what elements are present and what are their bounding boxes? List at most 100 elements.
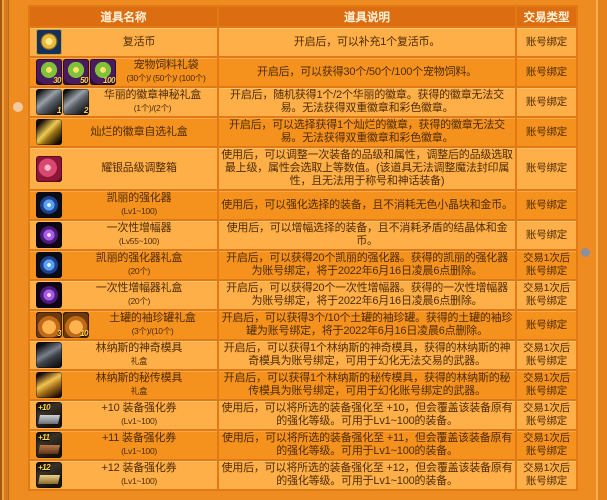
item-name: 复活币 — [122, 35, 156, 48]
table-row: 灿烂的徽章自选礼盒 开启后，可以选择获得1个灿烂的徽章，获得的徽章无法交易。无法… — [28, 116, 578, 148]
item-name-cell: 凯丽的强化器 (Lv1~100) — [28, 189, 219, 221]
plus10-ticket-icon: +10 — [36, 402, 62, 428]
item-description: 开启后，可以获得1个林纳斯的神奇模具，获得的林纳斯的神奇模具为账号绑定，可用于幻… — [217, 339, 517, 371]
column-header-trade-type: 交易类型 — [515, 5, 578, 28]
column-header-item-description: 道具说明 — [217, 5, 517, 28]
item-name: +10 装备强化券 — [101, 402, 177, 414]
item-icon-group: +11 — [36, 432, 62, 458]
item-name-quantity: (1个)/(2个) — [133, 103, 172, 113]
item-name-quantity: (Lv1~100) — [121, 446, 157, 456]
kaili-reinforcer-icon — [36, 192, 62, 218]
table-header-row: 道具名称 道具说明 交易类型 — [28, 5, 578, 28]
kaili-reinforcer-box-icon — [36, 252, 62, 278]
item-icon-group — [36, 192, 62, 218]
item-name-cell: 耀银品级调整箱 — [28, 146, 219, 191]
table-row: 耀银品级调整箱 使用后，可以调整一次装备的品级和属性，调整后的品级选取最上级，属… — [28, 146, 578, 191]
item-info-table: 道具名称 道具说明 交易类型 复活币 开启后，可以补充1个复活币。 账号绑定 — [28, 5, 578, 491]
trade-type-value: 交易1次后 账号绑定 — [515, 399, 578, 431]
one-time-amplifier-icon — [36, 222, 62, 248]
item-name-quantity: (30个)/ (50个)/ (100个) — [126, 73, 206, 83]
item-name: 一次性增幅器 — [106, 222, 172, 234]
gorgeous-emblem-box-icon: 1 — [36, 89, 62, 115]
scrollbar-dot — [581, 248, 590, 257]
item-name: 宠物饲料礼袋 — [133, 59, 199, 71]
item-name: 凯丽的强化器 — [106, 192, 172, 204]
trade-type-value: 交易1次后 账号绑定 — [515, 249, 578, 281]
item-name-cell: +11 +11 装备强化券 (Lv1~100) — [28, 429, 219, 461]
item-name-quantity: (Lv55~100) — [118, 236, 160, 246]
item-description: 使用后，可以将所选的装备强化至 +12，但会覆盖该装备原有的强化等级。可用于Lv… — [217, 459, 517, 491]
left-bullet-dot — [13, 102, 23, 112]
item-name-text: 林纳斯的秘传模具 礼盒 — [63, 372, 215, 398]
clay-pot-icon: 10 — [63, 312, 89, 338]
item-name-cell: 复活币 — [28, 26, 219, 58]
item-name-text: +11 装备强化券 (Lv1~100) — [63, 432, 215, 458]
table-row: +12 +12 装备强化券 (Lv1~100) 使用后，可以将所选的装备强化至 … — [28, 459, 578, 491]
item-icon-group — [36, 252, 62, 278]
table-row: 凯丽的强化器礼盒 (20个) 开启后，可以获得20个凯丽的强化器。获得的凯丽的强… — [28, 249, 578, 281]
table-row: 30 50 100 宠物饲料礼袋 (30个)/ (50个)/ (100个) 开启后，… — [28, 56, 578, 88]
item-name-text: 凯丽的强化器礼盒 (20个) — [63, 252, 215, 278]
trade-type-value: 账号绑定 — [515, 26, 578, 58]
table-row: 林纳斯的神奇模具 礼盒 开启后，可以获得1个林纳斯的神奇模具，获得的林纳斯的神奇… — [28, 339, 578, 371]
trade-type-value: 账号绑定 — [515, 116, 578, 148]
item-name: 凯丽的强化器礼盒 — [95, 252, 183, 264]
item-description: 使用后，可以将所选的装备强化至 +10，但会覆盖该装备原有的强化等级。可用于Lv… — [217, 399, 517, 431]
trade-type-value: 账号绑定 — [515, 189, 578, 221]
column-header-item-name: 道具名称 — [28, 5, 219, 28]
table-row: 3 10 土罐的袖珍罐礼盒 (3个)/(10个) 开启后，可以获得3个/10个土罐… — [28, 309, 578, 341]
trade-type-value: 账号绑定 — [515, 146, 578, 191]
secret-mold-icon — [36, 372, 62, 398]
pet-feed-bag-icon: 30 — [36, 59, 62, 85]
trade-type-value: 交易1次后 账号绑定 — [515, 429, 578, 461]
magic-mold-icon — [36, 342, 62, 368]
item-name: 林纳斯的神奇模具 — [95, 342, 183, 354]
table-row: 一次性增幅器 (Lv55~100) 使用后，可以增幅选择的装备，且不消耗矛盾的结… — [28, 219, 578, 251]
right-edge-highlight-line — [596, 0, 598, 500]
item-name-text: 凯丽的强化器 (Lv1~100) — [63, 192, 215, 218]
item-description: 使用后，可以调整一次装备的品级和属性，调整后的品级选取最上级，属性会选取上等数值… — [217, 146, 517, 191]
item-icon-group — [36, 29, 62, 55]
item-name-text: 土罐的袖珍罐礼盒 (3个)/(10个) — [90, 312, 215, 338]
item-name-quantity: (20个) — [127, 296, 151, 306]
item-name-text: 复活币 — [63, 36, 215, 49]
left-edge-dark-strip — [0, 0, 2, 500]
item-icon-group: 30 50 100 — [36, 59, 116, 85]
item-description: 开启后，随机获得1个/2个华丽的徽章。获得的徽章无法交易。无法获得双重徽章和彩色… — [217, 86, 517, 118]
trade-type-value: 账号绑定 — [515, 219, 578, 251]
item-name-text: 灿烂的徽章自选礼盒 — [63, 126, 215, 139]
item-name: +12 装备强化券 — [101, 462, 177, 474]
item-name-quantity: (Lv1~100) — [121, 206, 157, 216]
item-name: 耀银品级调整箱 — [101, 162, 177, 174]
trade-type-value: 交易1次后 账号绑定 — [515, 339, 578, 371]
item-icon-group — [36, 372, 62, 398]
item-name-text: +12 装备强化券 (Lv1~100) — [63, 462, 215, 488]
table-row: 复活币 开启后，可以补充1个复活币。 账号绑定 — [28, 26, 578, 58]
item-name-quantity: (20个) — [127, 266, 151, 276]
item-description: 开启后，可以选择获得1个灿烂的徽章，获得的徽章无法交易。无法获得双重徽章和彩色徽… — [217, 116, 517, 148]
item-name-quantity: 礼盒 — [130, 356, 148, 366]
item-name-cell: 凯丽的强化器礼盒 (20个) — [28, 249, 219, 281]
item-name-cell: 林纳斯的神奇模具 礼盒 — [28, 339, 219, 371]
item-name-quantity: (3个)/(10个) — [131, 326, 174, 336]
revival-coin-icon — [36, 29, 62, 55]
item-name-quantity: (Lv1~100) — [121, 416, 157, 426]
pet-feed-bag-icon: 50 — [63, 59, 89, 85]
item-description: 开启后，可以获得30个/50个/100个宠物饲料。 — [217, 56, 517, 88]
item-description: 使用后，可以强化选择的装备，且不消耗无色小晶块和金币。 — [217, 189, 517, 221]
item-name-cell: 3 10 土罐的袖珍罐礼盒 (3个)/(10个) — [28, 309, 219, 341]
item-name-text: 华丽的徽章神秘礼盒 (1个)/(2个) — [90, 89, 215, 115]
item-icon-group — [36, 282, 62, 308]
item-name-cell: +10 +10 装备强化券 (Lv1~100) — [28, 399, 219, 431]
plus12-ticket-icon: +12 — [36, 462, 62, 488]
plus11-ticket-icon: +11 — [36, 432, 62, 458]
item-name-cell: 30 50 100 宠物饲料礼袋 (30个)/ (50个)/ (100个) — [28, 56, 219, 88]
trade-type-value: 交易1次后 账号绑定 — [515, 279, 578, 311]
table-row: 凯丽的强化器 (Lv1~100) 使用后，可以强化选择的装备，且不消耗无色小晶块… — [28, 189, 578, 221]
item-name-text: 一次性增幅器礼盒 (20个) — [63, 282, 215, 308]
item-description: 开启后，可以获得1个林纳斯的秘传模具，获得的林纳斯的秘传模具为账号绑定，可用于幻… — [217, 369, 517, 401]
item-icon-group: +10 — [36, 402, 62, 428]
